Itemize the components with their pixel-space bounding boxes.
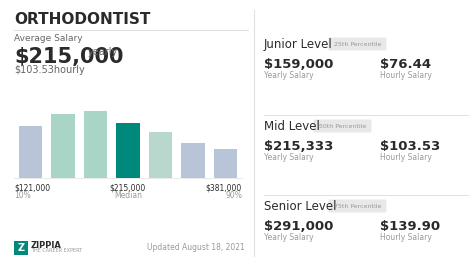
Text: Hourly Salary: Hourly Salary: [380, 153, 432, 162]
Text: $76.44: $76.44: [380, 58, 431, 71]
FancyBboxPatch shape: [14, 241, 28, 255]
Text: $159,000: $159,000: [264, 58, 333, 71]
Text: Hourly Salary: Hourly Salary: [380, 71, 432, 80]
Text: Yearly Salary: Yearly Salary: [264, 71, 314, 80]
Text: 50th Percentile: 50th Percentile: [319, 123, 366, 128]
Bar: [116, 123, 140, 178]
Bar: [214, 148, 237, 178]
Text: $121,000: $121,000: [14, 183, 50, 192]
Text: Average Salary: Average Salary: [14, 34, 82, 43]
FancyBboxPatch shape: [313, 119, 372, 132]
Text: $215,000: $215,000: [110, 183, 146, 192]
Text: Mid Level: Mid Level: [264, 120, 320, 133]
Bar: [182, 143, 205, 178]
Text: $381,000: $381,000: [206, 183, 242, 192]
Text: $103.53hourly: $103.53hourly: [14, 65, 85, 75]
Bar: [51, 114, 74, 178]
Text: Senior Level: Senior Level: [264, 200, 337, 213]
Text: 25th Percentile: 25th Percentile: [334, 41, 381, 47]
Text: $103.53: $103.53: [380, 140, 440, 153]
Text: Updated August 18, 2021: Updated August 18, 2021: [147, 243, 245, 252]
Text: yearly: yearly: [88, 47, 118, 57]
Text: 75th Percentile: 75th Percentile: [334, 203, 381, 209]
Text: $215,333: $215,333: [264, 140, 333, 153]
Text: Z: Z: [18, 243, 25, 253]
Bar: [18, 126, 42, 178]
Text: Yearly Salary: Yearly Salary: [264, 153, 314, 162]
Text: Yearly Salary: Yearly Salary: [264, 233, 314, 242]
FancyBboxPatch shape: [328, 38, 386, 51]
Text: Hourly Salary: Hourly Salary: [380, 233, 432, 242]
Text: ZIPPIA: ZIPPIA: [31, 240, 62, 250]
Text: $291,000: $291,000: [264, 220, 333, 233]
Text: Junior Level: Junior Level: [264, 38, 333, 51]
Text: THE CAREER EXPERT: THE CAREER EXPERT: [31, 248, 82, 253]
FancyBboxPatch shape: [328, 200, 386, 213]
Text: 90%: 90%: [225, 191, 242, 200]
Text: $215,000: $215,000: [14, 47, 124, 67]
Bar: [84, 111, 107, 178]
Text: $139.90: $139.90: [380, 220, 440, 233]
Bar: [149, 132, 172, 178]
Text: Median: Median: [114, 191, 142, 200]
Text: ORTHODONTIST: ORTHODONTIST: [14, 12, 150, 27]
Text: 10%: 10%: [14, 191, 31, 200]
